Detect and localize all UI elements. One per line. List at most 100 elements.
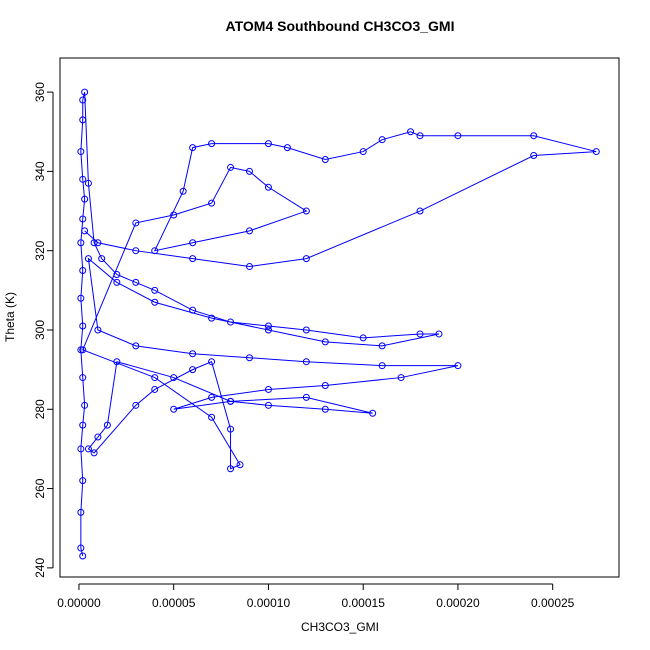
- data-point: [132, 401, 140, 409]
- data-point: [77, 148, 85, 156]
- data-point: [77, 544, 85, 552]
- y-tick-label: 300: [33, 320, 47, 340]
- data-point: [79, 322, 87, 330]
- x-tick-label: 0.00005: [152, 596, 196, 610]
- data-point: [302, 393, 310, 401]
- y-tick-label: 260: [33, 478, 47, 498]
- data-point: [208, 199, 216, 207]
- data-point: [359, 334, 367, 342]
- data-point: [79, 215, 87, 223]
- data-point: [592, 148, 600, 156]
- data-point: [321, 156, 329, 164]
- data-point: [81, 195, 89, 203]
- x-tick-label: 0.00020: [436, 596, 480, 610]
- data-point: [79, 267, 87, 275]
- data-point: [302, 326, 310, 334]
- data-point: [435, 330, 443, 338]
- data-point: [81, 88, 89, 96]
- data-point: [84, 445, 92, 453]
- data-point: [98, 255, 106, 263]
- data-point: [170, 211, 178, 219]
- data-point: [77, 346, 85, 354]
- data-point: [79, 116, 87, 124]
- data-point: [208, 314, 216, 322]
- data-point: [208, 140, 216, 148]
- data-line: [80, 91, 597, 557]
- data-point: [369, 409, 377, 417]
- data-point: [236, 461, 244, 469]
- data-point: [113, 358, 121, 366]
- data-point: [189, 239, 197, 247]
- data-point: [189, 350, 197, 358]
- data-point: [264, 326, 272, 334]
- data-point: [79, 175, 87, 183]
- data-point: [170, 405, 178, 413]
- data-point: [103, 421, 111, 429]
- data-point: [189, 144, 197, 152]
- data-point: [302, 358, 310, 366]
- data-point: [530, 152, 538, 160]
- data-point: [397, 374, 405, 382]
- data-point: [79, 421, 87, 429]
- data-point: [84, 179, 92, 187]
- data-point: [90, 449, 98, 457]
- data-point: [454, 132, 462, 140]
- data-point: [113, 270, 121, 278]
- data-point: [227, 163, 235, 171]
- y-axis-label: Theta (K): [3, 292, 17, 342]
- data-point: [359, 148, 367, 156]
- data-point: [77, 445, 85, 453]
- data-point: [264, 401, 272, 409]
- data-point: [227, 465, 235, 473]
- data-point: [227, 425, 235, 433]
- data-point: [245, 263, 253, 271]
- data-point: [189, 255, 197, 263]
- data-point: [189, 366, 197, 374]
- data-point: [79, 96, 87, 104]
- y-tick-label: 280: [33, 399, 47, 419]
- data-point: [94, 326, 102, 334]
- data-point: [94, 239, 102, 247]
- data-point: [77, 294, 85, 302]
- data-point: [151, 298, 159, 306]
- y-tick-label: 340: [33, 161, 47, 181]
- data-point: [79, 552, 87, 560]
- x-tick-label: 0.00015: [341, 596, 385, 610]
- data-point: [113, 278, 121, 286]
- data-point: [151, 286, 159, 294]
- y-tick-label: 320: [33, 240, 47, 260]
- data-point: [416, 207, 424, 215]
- data-point: [189, 306, 197, 314]
- data-point: [81, 401, 89, 409]
- data-point: [81, 227, 89, 235]
- data-point: [454, 362, 462, 370]
- data-point: [321, 405, 329, 413]
- data-point: [245, 354, 253, 362]
- data-point: [84, 255, 92, 263]
- data-point: [79, 477, 87, 485]
- data-point: [264, 140, 272, 148]
- data-point: [132, 247, 140, 255]
- data-point: [264, 385, 272, 393]
- data-point: [264, 183, 272, 191]
- y-tick-label: 240: [33, 558, 47, 578]
- data-point: [264, 322, 272, 330]
- data-point: [302, 207, 310, 215]
- data-point: [245, 167, 253, 175]
- x-tick-label: 0.00025: [531, 596, 575, 610]
- data-point: [132, 278, 140, 286]
- data-point: [416, 132, 424, 140]
- data-point: [208, 358, 216, 366]
- data-point: [208, 393, 216, 401]
- data-point: [407, 128, 415, 136]
- data-point: [302, 255, 310, 263]
- data-point: [208, 413, 216, 421]
- data-point: [151, 374, 159, 382]
- data-point: [530, 132, 538, 140]
- data-point: [227, 318, 235, 326]
- x-tick-label: 0.00000: [57, 596, 101, 610]
- data-point: [132, 219, 140, 227]
- data-point: [416, 330, 424, 338]
- data-point: [132, 342, 140, 350]
